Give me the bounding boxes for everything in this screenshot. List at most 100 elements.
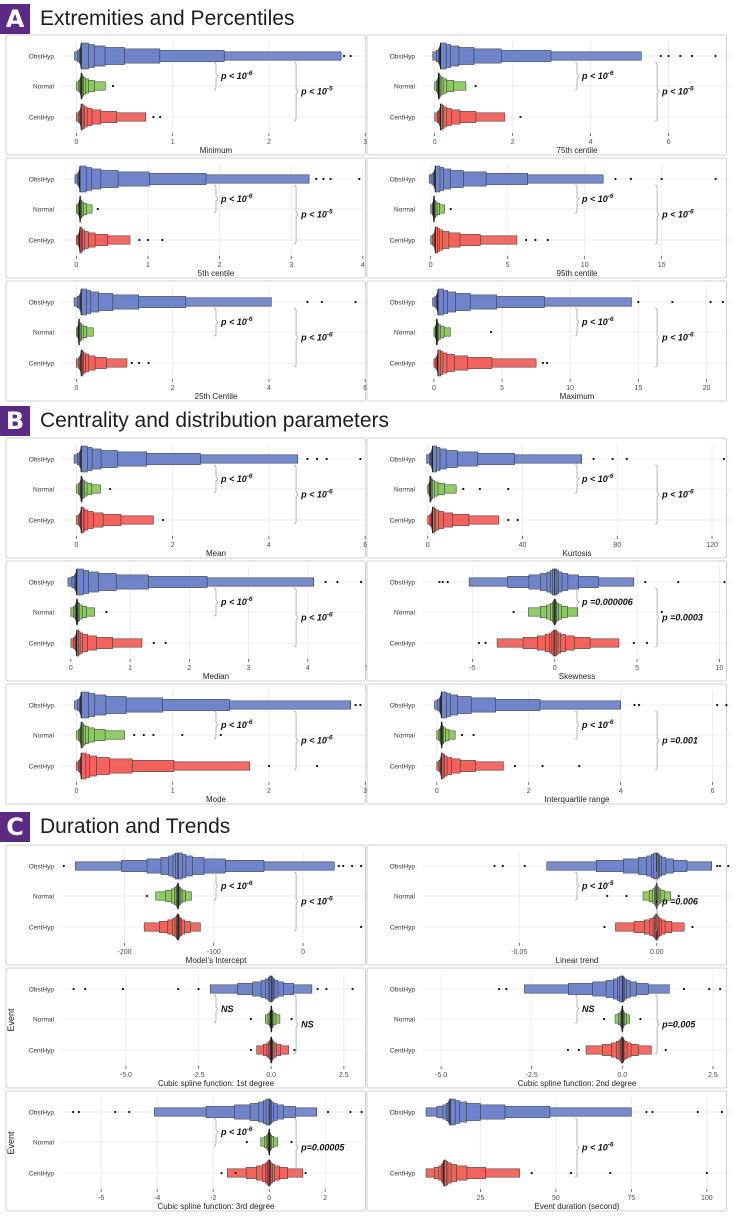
outlier-point	[645, 1110, 648, 1114]
p-value-exponent: -6	[247, 193, 253, 200]
chart-panel: 0 2 4 6 Mean ObstHyp Normal CentHyp p < 10-6 p < …	[5, 437, 370, 559]
y-tick-label-centhyp: CentHyp	[29, 115, 55, 122]
outlier-point	[651, 1110, 654, 1114]
significance-bracket	[294, 61, 299, 122]
outlier-point	[96, 207, 99, 211]
outlier-point	[541, 361, 545, 365]
x-tick-label: 0	[267, 1195, 271, 1202]
y-tick-label-obsthyp: ObstHyp	[29, 703, 55, 710]
lv-box	[80, 288, 87, 316]
y-tick-label-normal: Normal	[33, 330, 55, 337]
x-tick-label: -5.0	[120, 1072, 132, 1079]
y-axis-title: Event	[6, 1131, 16, 1155]
x-tick-label: -200	[117, 949, 131, 956]
x-tick-label: 5	[635, 665, 639, 672]
outlier-point	[349, 54, 352, 58]
lv-series-obsthyp	[497, 975, 722, 1003]
outlier-point	[721, 300, 724, 304]
y-tick-label-centhyp: CentHyp	[29, 361, 55, 368]
y-tick-label-obsthyp: ObstHyp	[390, 457, 416, 464]
x-tick-label: 4	[589, 139, 593, 146]
outlier-point	[114, 1110, 117, 1114]
lv-series-obsthyp	[74, 691, 362, 719]
x-tick-label: 3	[363, 139, 367, 146]
outlier-point	[197, 987, 200, 991]
section-header-a: A Extremities and Percentiles	[0, 4, 294, 34]
y-tick-label-obsthyp: ObstHyp	[390, 300, 416, 307]
x-tick-label: 0	[432, 385, 436, 392]
outlier-point	[659, 54, 662, 58]
x-axis-title: Cubic spline function: 3rd degree	[158, 1202, 276, 1211]
chart-panel: 0 1 2 3 Mode ObstHyp Normal CentHyp p < 10-6 p < …	[5, 683, 370, 805]
x-axis-title: Kurtosis	[563, 549, 592, 558]
y-tick-label-normal: Normal	[394, 330, 416, 337]
significance-bracket	[213, 184, 219, 214]
outlier-point	[577, 1048, 580, 1052]
outlier-point	[720, 1110, 724, 1114]
outlier-point	[130, 361, 133, 365]
y-tick-label-centhyp: CentHyp	[390, 361, 416, 368]
x-axis-title: Skewness	[559, 672, 595, 681]
significance-bracket	[294, 1117, 299, 1178]
outlier-point	[105, 610, 108, 614]
x-axis-title: 95th centile	[557, 269, 598, 278]
y-tick-label-normal: Normal	[33, 84, 55, 91]
outlier-point	[322, 177, 325, 181]
outlier-point	[639, 1017, 642, 1021]
x-tick-label: 5	[506, 262, 510, 269]
outlier-point	[359, 703, 362, 707]
p-value-label: p =0.000006	[581, 597, 634, 607]
p-value-label: p < 10-6	[581, 1142, 614, 1153]
lv-series-centhyp	[425, 1159, 708, 1187]
lv-series-centhyp	[249, 1036, 296, 1064]
x-axis-title: Maximum	[560, 392, 595, 401]
y-tick-label-obsthyp: ObstHyp	[29, 987, 55, 994]
x-tick-label: 4	[306, 665, 310, 672]
outlier-point	[714, 54, 717, 58]
y-tick-label-centhyp: CentHyp	[390, 1048, 416, 1055]
outlier-point	[625, 457, 628, 461]
y-tick-label-normal: Normal	[33, 610, 55, 617]
lv-series-normal	[512, 598, 663, 626]
significance-bracket	[574, 871, 580, 901]
significance-bracket	[294, 464, 299, 525]
x-tick-label: 0.0	[617, 1072, 627, 1079]
section-title-b: Centrality and distribution parameters	[40, 409, 390, 432]
significance-bracket	[574, 464, 580, 494]
x-tick-label: 4	[267, 542, 271, 549]
outlier-point	[460, 733, 464, 737]
p-value-label: p < 10-5	[581, 880, 614, 891]
y-tick-label-obsthyp: ObstHyp	[29, 580, 55, 587]
x-tick-label: 2	[171, 542, 175, 549]
x-tick-label: 1	[128, 665, 132, 672]
outlier-point	[696, 1110, 699, 1114]
outlier-point	[62, 864, 65, 868]
outlier-point	[360, 1110, 363, 1114]
outlier-point	[660, 177, 663, 181]
outlier-point	[159, 115, 162, 119]
p-value-label: p < 10-6	[661, 489, 694, 500]
outlier-point	[161, 518, 165, 522]
section-title-a: Extremities and Percentiles	[40, 7, 295, 30]
outlier-point	[325, 457, 328, 461]
p-value-exponent: -6	[608, 1142, 614, 1149]
x-axis-title: 5th centile	[198, 269, 235, 278]
outlier-point	[690, 54, 694, 58]
x-axis-title: Event duration (second)	[535, 1202, 620, 1211]
x-tick-label: 0	[74, 542, 78, 549]
x-tick-label: 3	[289, 262, 293, 269]
outlier-point	[146, 238, 150, 242]
chart-panel: -0.05 0.00 Linear trend ObstHyp Normal CentHy…	[366, 844, 731, 966]
y-tick-label-obsthyp: ObstHyp	[390, 580, 416, 587]
outlier-point	[220, 1171, 223, 1175]
x-axis-title: 75th centile	[557, 146, 598, 155]
significance-bracket	[294, 587, 299, 648]
chart-panel: 0 2 4 6 75th centile ObstHyp Normal CentHyp p < …	[366, 34, 731, 156]
significance-bracket	[213, 871, 219, 901]
lv-series-normal	[427, 475, 510, 503]
significance-bracket	[213, 307, 219, 337]
lv-series-obsthyp	[73, 288, 357, 316]
x-tick-label: 10	[716, 665, 724, 672]
outlier-point	[354, 300, 357, 304]
